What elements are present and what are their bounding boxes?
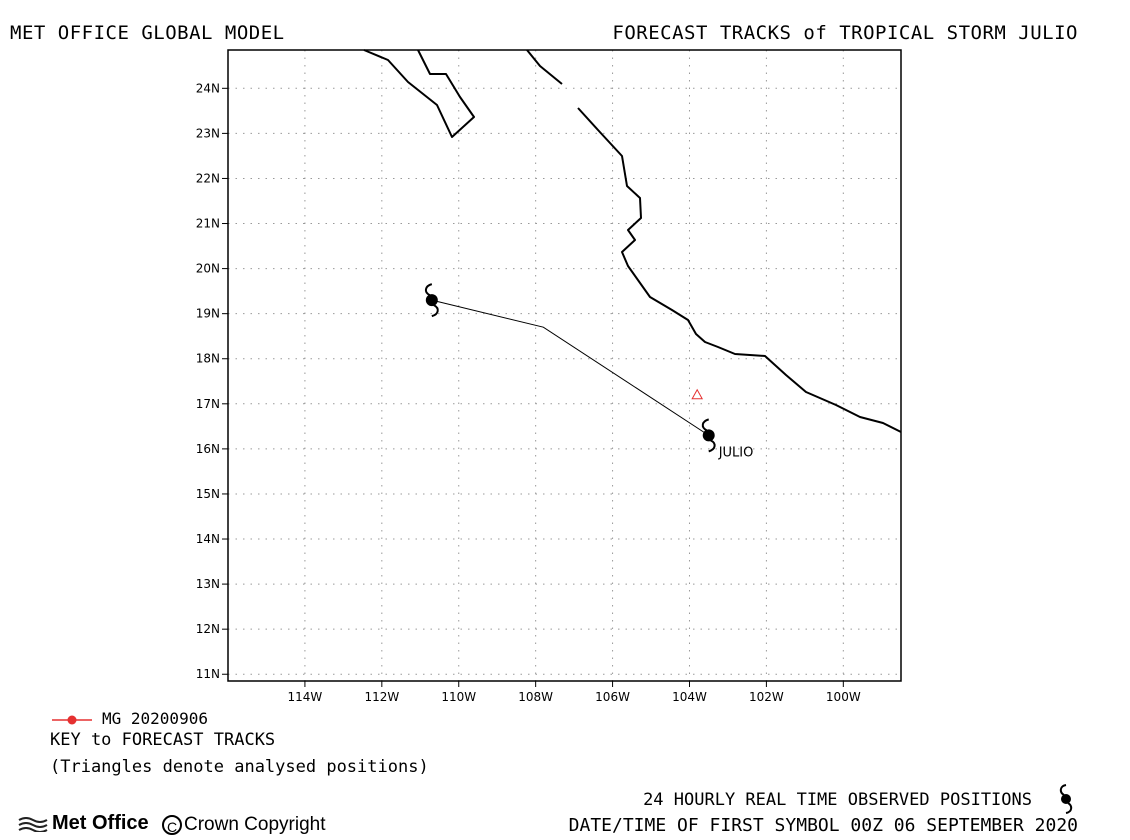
- storm-name-label: JULIO: [718, 445, 754, 460]
- storm-symbol-core: [425, 294, 438, 307]
- analysed-positions: [691, 388, 704, 400]
- lat-tick-label: 16N: [196, 442, 220, 456]
- map-frame: [227, 49, 902, 682]
- key-note: (Triangles denote analysed positions): [50, 757, 429, 777]
- logo-text: Met Office: [52, 812, 149, 834]
- lat-tick-label: 20N: [196, 262, 220, 276]
- copyright-icon: C: [162, 815, 182, 835]
- lat-tick-label: 14N: [196, 532, 220, 546]
- lat-tick-label: 11N: [196, 667, 220, 681]
- analysed-position-triangle: [691, 388, 704, 400]
- storm-symbol-icon: [701, 418, 716, 453]
- key-track-entry: MG 20200906: [50, 709, 208, 728]
- storm-symbol-icon: [1059, 784, 1073, 814]
- lon-tick-label: 110W: [441, 690, 476, 704]
- storm-symbol-core: [702, 429, 715, 442]
- mainland-north-coastline: [526, 49, 563, 85]
- copyright-text: Crown Copyright: [184, 814, 326, 835]
- lat-tick-label: 17N: [196, 397, 220, 411]
- lon-tick-label: 114W: [288, 690, 323, 704]
- storm-symbol-arm: [424, 283, 433, 297]
- header-model-name: MET OFFICE GLOBAL MODEL: [10, 22, 285, 44]
- lon-tick-label: 102W: [749, 690, 784, 704]
- lon-tick-label: 104W: [672, 690, 707, 704]
- copyright: C Crown Copyright: [162, 814, 326, 836]
- forecast-track-line: [431, 299, 709, 436]
- key-track-label: MG 20200906: [102, 709, 208, 728]
- lat-tick-label: 22N: [196, 171, 220, 185]
- lat-tick-label: 15N: [196, 487, 220, 501]
- red-track-marker-icon: [52, 715, 92, 724]
- lon-tick-label: 106W: [595, 690, 630, 704]
- key-title: KEY to FORECAST TRACKS: [50, 730, 276, 750]
- latitude-axis: 24N 23N 22N 21N 20N 19N 18N 17N 16N 15N 14N 13N 12N 1…: [196, 81, 228, 681]
- storm-symbol-arm: [431, 304, 439, 318]
- gridlines: [228, 50, 901, 681]
- lat-tick-label: 19N: [196, 307, 220, 321]
- lat-tick-label: 23N: [196, 126, 220, 140]
- lon-tick-label: 108W: [518, 690, 553, 704]
- lat-tick-label: 21N: [196, 217, 220, 231]
- storm-symbols: [424, 283, 716, 453]
- first-symbol-datetime: DATE/TIME OF FIRST SYMBOL 00Z 06 SEPTEMB…: [568, 815, 1078, 836]
- lat-tick-label: 13N: [196, 577, 220, 591]
- baja-coastline: [363, 49, 475, 138]
- lon-tick-label: 112W: [364, 690, 399, 704]
- lat-tick-label: 12N: [196, 622, 220, 636]
- lat-tick-label: 24N: [196, 81, 220, 95]
- lat-tick-label: 18N: [196, 352, 220, 366]
- lon-tick-label: 100W: [826, 690, 861, 704]
- storm-symbol-arm: [701, 418, 710, 432]
- storm-symbol-icon: [424, 283, 439, 318]
- met-office-wave-icon: [18, 816, 48, 832]
- header-forecast-title: FORECAST TRACKS of TROPICAL STORM JULIO: [612, 22, 1078, 44]
- longitude-axis: 114W 112W 110W 108W 106W 104W 102W 100W: [288, 681, 861, 704]
- mexico-pacific-coastline: [577, 107, 902, 433]
- observed-positions-label: 24 HOURLY REAL TIME OBSERVED POSITIONS: [643, 790, 1032, 810]
- coastline: [363, 49, 902, 433]
- storm-symbol-arm: [708, 439, 716, 453]
- met-office-logo: Met Office: [18, 812, 149, 835]
- forecast-track: [431, 299, 709, 436]
